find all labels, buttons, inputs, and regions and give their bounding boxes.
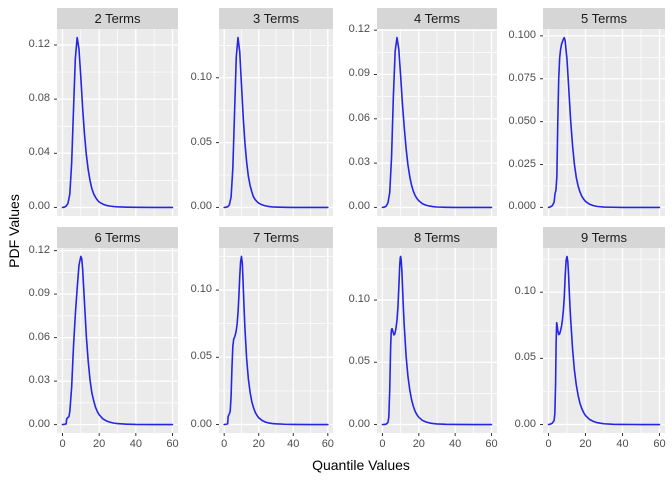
y-tick-label: 0.09 bbox=[28, 287, 50, 300]
y-tick-label: 0.05 bbox=[190, 135, 212, 148]
pdf-curve bbox=[547, 255, 661, 426]
y-tick-label: 0.06 bbox=[28, 330, 50, 343]
y-tick-label: 0.100 bbox=[508, 28, 536, 41]
pdf-curve-plot bbox=[54, 29, 178, 216]
y-tick-label: 0.00 bbox=[348, 200, 370, 213]
y-tick-label: 0.09 bbox=[348, 67, 370, 80]
x-tick-label: 0 bbox=[59, 438, 66, 450]
x-tick-label: 0 bbox=[221, 438, 228, 450]
y-tick-label: 0.12 bbox=[348, 23, 370, 36]
y-tick-label: 0.00 bbox=[348, 417, 370, 430]
facet-4-terms: 4 Terms 0.00 0.03 0.06 0.09 0.12 bbox=[349, 8, 497, 216]
pdf-curve-plot bbox=[216, 29, 333, 216]
x-tick-label: 40 bbox=[287, 438, 300, 450]
pdf-curve bbox=[547, 36, 661, 209]
facet-strip: 2 Terms bbox=[57, 8, 178, 29]
y-tick-label: 0.050 bbox=[508, 114, 536, 127]
facet-3-terms: 3 Terms 0.00 0.05 0.10 bbox=[191, 8, 333, 216]
facet-strip: 3 Terms bbox=[219, 8, 333, 29]
y-tick-label: 0.00 bbox=[28, 200, 50, 213]
y-tick-label: 0.00 bbox=[514, 417, 536, 430]
pdf-curve bbox=[61, 255, 174, 426]
y-tick-label: 0.12 bbox=[28, 37, 50, 50]
y-tick-label: 0.03 bbox=[348, 156, 370, 169]
pdf-curve-plot bbox=[540, 29, 665, 216]
y-tick-label: 0.10 bbox=[514, 285, 536, 298]
x-tick-label: 40 bbox=[129, 438, 142, 450]
y-tick-label: 0.12 bbox=[28, 243, 50, 256]
y-tick-label: 0.00 bbox=[28, 417, 50, 430]
y-tick-label: 0.08 bbox=[28, 92, 50, 105]
x-tick-label: 20 bbox=[93, 438, 106, 450]
y-tick-label: 0.075 bbox=[508, 71, 536, 84]
facet-2-terms: 2 Terms 0.00 0.04 0.08 0.12 bbox=[29, 8, 178, 216]
pdf-curve bbox=[61, 36, 174, 209]
y-tick-label: 0.000 bbox=[508, 200, 536, 213]
y-tick-label: 0.06 bbox=[348, 111, 370, 124]
pdf-curve-plot bbox=[54, 248, 178, 436]
y-tick-label: 0.05 bbox=[348, 355, 370, 368]
x-tick-label: 40 bbox=[616, 438, 629, 450]
x-tick-label: 20 bbox=[252, 438, 265, 450]
y-tick-label: 0.10 bbox=[190, 283, 212, 296]
y-tick-label: 0.00 bbox=[190, 200, 212, 213]
y-tick-label: 0.04 bbox=[28, 146, 50, 159]
y-tick-label: 0.05 bbox=[190, 350, 212, 363]
y-tick-label: 0.05 bbox=[514, 351, 536, 364]
facet-strip: 4 Terms bbox=[377, 8, 497, 29]
x-tick-label: 0 bbox=[545, 438, 552, 450]
pdf-curve-plot bbox=[216, 248, 333, 436]
pdf-curve bbox=[381, 36, 493, 209]
x-tick-label: 0 bbox=[379, 438, 386, 450]
x-tick-label: 40 bbox=[449, 438, 462, 450]
facet-9-terms: 9 Terms 0.00 0.05 0.10 0 20 40 60 bbox=[515, 227, 666, 450]
x-tick-label: 20 bbox=[412, 438, 425, 450]
facet-strip: 5 Terms bbox=[543, 8, 665, 29]
facet-strip: 6 Terms bbox=[57, 227, 178, 248]
pdf-curve-plot bbox=[374, 29, 497, 216]
facet-strip: 9 Terms bbox=[543, 227, 665, 248]
facet-8-terms: 8 Terms 0.00 0.05 0.10 0 20 40 60 bbox=[349, 227, 498, 450]
y-tick-label: 0.10 bbox=[190, 70, 212, 83]
y-tick-label: 0.03 bbox=[28, 374, 50, 387]
pdf-curve bbox=[381, 255, 493, 426]
pdf-curve bbox=[223, 255, 329, 426]
pdf-curve-plot bbox=[540, 248, 665, 436]
x-tick-label: 60 bbox=[485, 438, 498, 450]
pdf-curve bbox=[223, 36, 329, 209]
y-tick-label: 0.10 bbox=[348, 293, 370, 306]
facet-5-terms: 5 Terms 0.000 0.025 0.050 0.075 0.100 bbox=[508, 8, 665, 216]
facet-7-terms: 7 Terms 0.00 0.05 0.10 0 20 40 60 bbox=[191, 227, 334, 450]
y-tick-label: 0.025 bbox=[508, 157, 536, 170]
x-tick-label: 60 bbox=[321, 438, 334, 450]
x-tick-label: 60 bbox=[653, 438, 666, 450]
facet-6-terms: 6 Terms 0.00 0.03 0.06 0.09 0.12 0 20 40 60 bbox=[29, 227, 179, 450]
x-tick-label: 20 bbox=[579, 438, 592, 450]
x-tick-label: 60 bbox=[166, 438, 179, 450]
facet-strip: 8 Terms bbox=[377, 227, 497, 248]
x-axis-title: Quantile Values bbox=[312, 457, 410, 473]
y-tick-label: 0.00 bbox=[190, 417, 212, 430]
pdf-curve-plot bbox=[374, 248, 497, 436]
facet-strip: 7 Terms bbox=[219, 227, 333, 248]
